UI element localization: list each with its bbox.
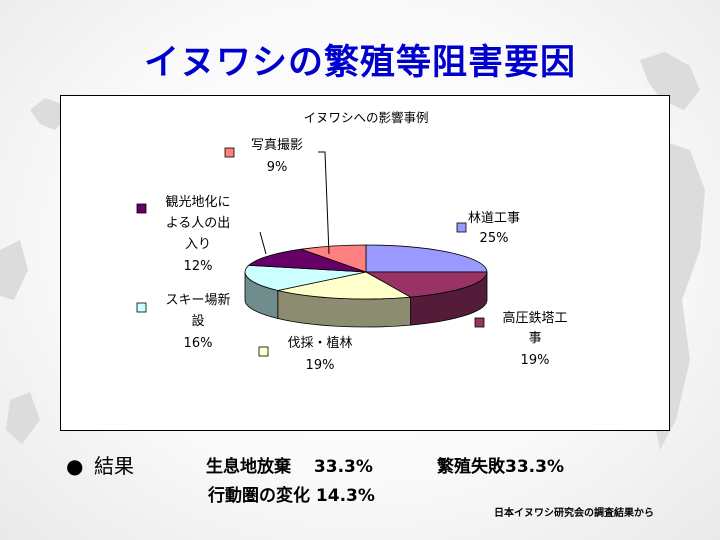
leader-line-shashin xyxy=(318,151,330,255)
slice-label-bassai: 伐採・植林 xyxy=(287,336,352,351)
slice-label-kanko-3: 入り xyxy=(185,237,211,252)
result-habitat-abandon: 生息地放棄 33.3% xyxy=(206,457,373,477)
slide-title: イヌワシの繁殖等阻害要因 xyxy=(143,43,576,83)
slice-label-kanko-1: 観光地化に xyxy=(165,195,230,210)
slice-pct-ski: 16% xyxy=(184,336,213,351)
legend-marker-ski xyxy=(136,302,147,313)
pie-chart: イヌワシへの影響事例 林道工事 25% 高圧鉄塔工 事 19% 伐採・植林 19… xyxy=(136,110,568,373)
pie-top-faces xyxy=(244,244,488,300)
slice-pct-kanko: 12% xyxy=(184,259,213,274)
legend-marker-koatsu xyxy=(474,317,485,328)
slice-pct-koatsu: 19% xyxy=(521,353,550,368)
slice-pct-bassai: 19% xyxy=(306,358,335,373)
pie-slice-rindo xyxy=(365,244,488,273)
result-bullet: ● xyxy=(66,454,84,478)
slice-label-ski-1: スキー場新 xyxy=(165,292,230,308)
slice-label-kanko-2: よる人の出 xyxy=(166,216,231,231)
result-breeding-failure: 繁殖失敗33.3% xyxy=(437,457,564,477)
slice-label-koatsu-1: 高圧鉄塔工 xyxy=(502,310,567,326)
slice-label-ski-2: 設 xyxy=(191,313,204,329)
slice-label-koatsu-2: 事 xyxy=(528,331,541,346)
legend-marker-shashin xyxy=(224,147,235,158)
slice-pct-shashin: 9% xyxy=(267,160,288,175)
result-range-change: 行動圏の変化 14.3% xyxy=(208,486,375,506)
slice-pct-rindo: 25% xyxy=(480,231,509,246)
legend-marker-kanko xyxy=(136,203,147,214)
slice-label-rindo: 林道工事 xyxy=(468,211,520,226)
leader-line-kanko xyxy=(259,231,267,255)
pie-slice-bassai xyxy=(277,271,412,300)
chart-title: イヌワシへの影響事例 xyxy=(303,110,428,125)
legend-marker-rindo xyxy=(456,222,467,233)
pie-slice-shashin xyxy=(301,244,367,273)
legend-marker-bassai xyxy=(258,346,269,357)
leader-lines xyxy=(259,151,330,255)
pie-slice-ski xyxy=(244,264,367,291)
chart-frame: イヌワシへの影響事例 林道工事 25% 高圧鉄塔工 事 19% 伐採・植林 19… xyxy=(60,95,670,431)
pie-slice-koatsu xyxy=(364,271,488,298)
pie-side-walls xyxy=(244,271,488,328)
source-note: 日本イヌワシ研究会の調査結果から xyxy=(494,508,654,519)
legend-markers xyxy=(136,147,485,357)
slice-label-shashin: 写真撮影 xyxy=(251,137,303,153)
pie-slice-kanko xyxy=(247,248,367,273)
result-label: 結果 xyxy=(94,454,134,478)
